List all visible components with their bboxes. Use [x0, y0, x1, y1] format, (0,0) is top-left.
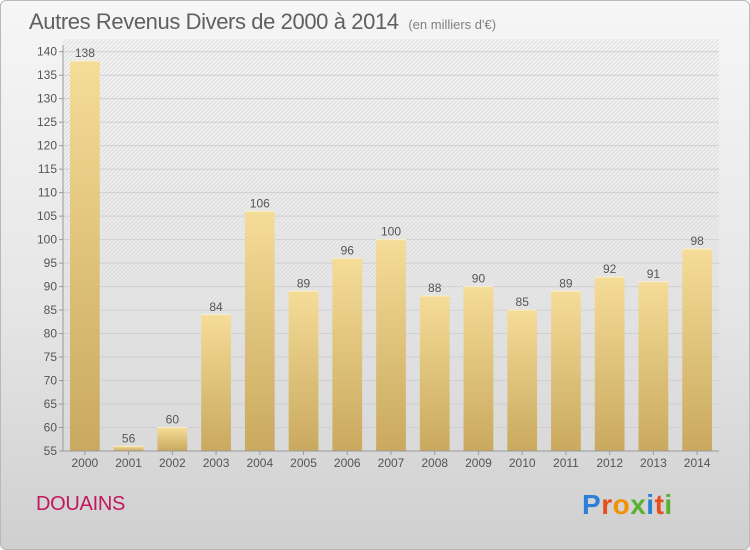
data-labels: 138 56 60 84 106 89 96 100 88 90 85 89 92 91 98	[75, 46, 704, 445]
x-tick-label: 2001	[115, 456, 142, 470]
logo-letter: P	[582, 489, 602, 520]
bar-2011	[551, 291, 581, 451]
y-tick-label: 110	[38, 186, 57, 200]
data-label-2012: 92	[603, 262, 617, 276]
y-tick-label: 90	[44, 280, 58, 294]
data-label-2003: 84	[209, 300, 223, 314]
logo-letter: o	[612, 489, 631, 520]
x-tick-label: 2013	[640, 456, 667, 470]
y-tick-label: 65	[44, 397, 58, 411]
y-tick-label: 70	[44, 374, 58, 388]
bar-2006	[332, 258, 363, 451]
logo-letter: r	[601, 489, 613, 520]
bar-2004	[244, 211, 275, 451]
y-tick-label: 100	[37, 233, 57, 247]
y-tick-label: 95	[44, 256, 58, 270]
y-tick-label: 85	[44, 303, 58, 317]
data-label-2007: 100	[381, 225, 401, 239]
bar-2009	[463, 286, 494, 451]
x-tick-label: 2007	[378, 456, 405, 470]
bar-2013	[638, 281, 669, 451]
x-axis-ticks: 2000 2001 2002 2003 2004 2005 2006 2007 2008 2009…	[72, 451, 711, 470]
proxiti-logo: Proxiti	[582, 489, 673, 521]
bar-2003	[201, 314, 231, 451]
y-tick-label: 55	[44, 444, 58, 458]
data-label-2002: 60	[166, 413, 180, 427]
bar-2008	[419, 295, 450, 451]
y-tick-label: 130	[37, 92, 57, 106]
bars	[69, 60, 713, 451]
y-tick-label: 115	[38, 162, 57, 176]
bar-2014	[682, 249, 713, 451]
bar-2005	[288, 291, 319, 451]
y-axis-ticks: 55 60 65 70 75 80 85 90 95 100 105 110 115 120 125 130 1…	[37, 45, 63, 458]
data-label-2008: 88	[428, 281, 442, 295]
x-tick-label: 2006	[334, 456, 361, 470]
x-tick-label: 2014	[684, 456, 711, 470]
data-label-2010: 85	[516, 295, 530, 309]
x-tick-label: 2008	[421, 456, 448, 470]
bar-2010	[507, 310, 538, 451]
data-label-2006: 96	[341, 243, 355, 257]
x-tick-label: 2009	[465, 456, 492, 470]
x-tick-label: 2004	[246, 456, 273, 470]
y-tick-label: 105	[37, 209, 57, 223]
y-tick-label: 120	[37, 139, 57, 153]
bar-2007	[376, 239, 406, 451]
x-tick-label: 2003	[203, 456, 230, 470]
bar-2002	[157, 427, 188, 451]
logo-letter: i	[646, 489, 655, 520]
x-tick-label: 2002	[159, 456, 186, 470]
y-tick-label: 140	[37, 45, 57, 59]
y-tick-label: 125	[37, 115, 57, 129]
logo-letter: x	[630, 489, 647, 520]
x-tick-label: 2012	[596, 456, 623, 470]
data-label-2000: 138	[75, 46, 95, 60]
logo-letter: t	[654, 489, 665, 520]
data-label-2014: 98	[690, 234, 704, 248]
data-label-2009: 90	[472, 272, 486, 286]
bar-2001	[113, 446, 144, 451]
y-tick-label: 80	[44, 327, 58, 341]
bar-2012	[594, 277, 625, 451]
y-tick-label: 135	[37, 68, 57, 82]
data-label-2005: 89	[297, 276, 311, 290]
place-name: DOUAINS	[36, 493, 126, 515]
data-label-2011: 89	[559, 276, 573, 290]
x-tick-label: 2000	[72, 456, 99, 470]
chart-title-text: Autres Revenus Divers de 2000 à 2014	[29, 9, 399, 34]
bar-2000	[69, 61, 100, 451]
x-tick-label: 2005	[290, 456, 317, 470]
data-label-2013: 91	[647, 267, 661, 281]
x-tick-label: 2011	[553, 456, 579, 470]
x-tick-label: 2010	[509, 456, 536, 470]
chart-subtitle: (en milliers d'€)	[408, 17, 497, 32]
data-label-2001: 56	[122, 431, 136, 445]
y-tick-label: 60	[44, 421, 58, 435]
data-label-2004: 106	[250, 196, 270, 210]
y-tick-label: 75	[44, 350, 58, 364]
logo-letter: i	[664, 489, 673, 520]
chart-title: Autres Revenus Divers de 2000 à 2014 (en…	[29, 9, 496, 35]
